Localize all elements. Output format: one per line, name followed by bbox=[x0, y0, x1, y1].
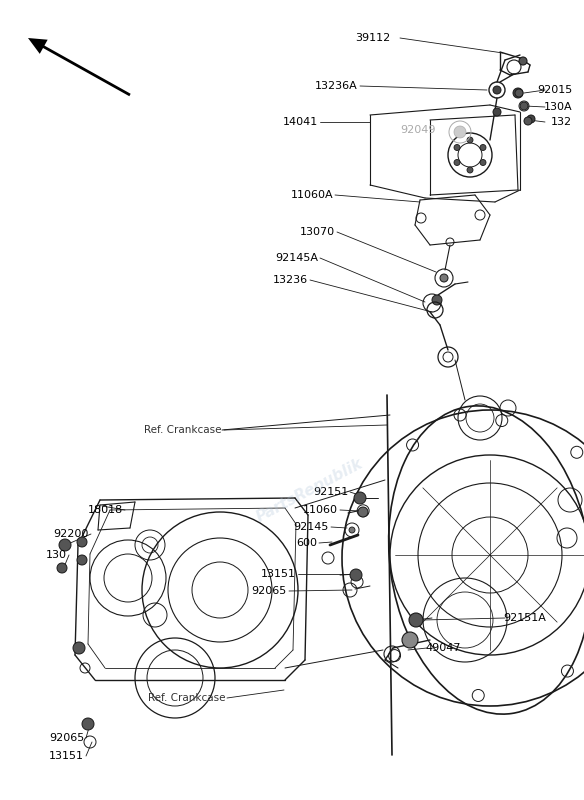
Circle shape bbox=[493, 86, 501, 94]
Text: 13070: 13070 bbox=[300, 227, 335, 237]
Circle shape bbox=[82, 718, 94, 730]
Text: 49047: 49047 bbox=[425, 643, 461, 653]
Circle shape bbox=[358, 507, 368, 517]
Text: 92151: 92151 bbox=[313, 487, 348, 497]
Polygon shape bbox=[28, 38, 48, 54]
Circle shape bbox=[527, 115, 535, 123]
Circle shape bbox=[480, 159, 486, 166]
Text: 92151A: 92151A bbox=[503, 613, 546, 623]
Circle shape bbox=[454, 159, 460, 166]
Circle shape bbox=[59, 539, 71, 551]
Text: 13151: 13151 bbox=[261, 569, 296, 579]
Text: 92049: 92049 bbox=[400, 125, 436, 135]
Text: 18018: 18018 bbox=[88, 505, 123, 515]
Circle shape bbox=[515, 89, 523, 97]
Text: 13236: 13236 bbox=[273, 275, 308, 285]
Circle shape bbox=[73, 642, 85, 654]
Circle shape bbox=[454, 145, 460, 150]
Circle shape bbox=[440, 274, 448, 282]
Circle shape bbox=[467, 167, 473, 173]
Text: 13151: 13151 bbox=[49, 751, 84, 761]
Text: 14041: 14041 bbox=[283, 117, 318, 127]
Circle shape bbox=[77, 537, 87, 547]
Circle shape bbox=[402, 632, 418, 648]
Circle shape bbox=[493, 108, 501, 116]
Text: 600: 600 bbox=[296, 538, 317, 548]
Text: 13236A: 13236A bbox=[315, 81, 358, 91]
Circle shape bbox=[519, 57, 527, 65]
Text: 92015: 92015 bbox=[537, 85, 572, 95]
Text: Ref. Crankcase: Ref. Crankcase bbox=[144, 425, 222, 435]
Text: 92145A: 92145A bbox=[275, 253, 318, 263]
Circle shape bbox=[354, 492, 366, 504]
Circle shape bbox=[513, 88, 523, 98]
Text: 92145: 92145 bbox=[294, 522, 329, 532]
Circle shape bbox=[349, 527, 355, 533]
Circle shape bbox=[467, 137, 473, 143]
Circle shape bbox=[432, 295, 442, 305]
Text: 132: 132 bbox=[551, 117, 572, 127]
Circle shape bbox=[520, 102, 528, 110]
Circle shape bbox=[57, 563, 67, 573]
Circle shape bbox=[409, 613, 423, 627]
Circle shape bbox=[350, 569, 362, 581]
Text: Ref. Crankcase: Ref. Crankcase bbox=[148, 693, 225, 703]
Text: 39112: 39112 bbox=[354, 33, 390, 43]
Circle shape bbox=[480, 145, 486, 150]
Text: 92065: 92065 bbox=[48, 733, 84, 743]
Circle shape bbox=[454, 126, 466, 138]
Text: 130A: 130A bbox=[543, 102, 572, 112]
Circle shape bbox=[77, 555, 87, 565]
Text: 92065: 92065 bbox=[252, 586, 287, 596]
Text: PartsRepublik: PartsRepublik bbox=[254, 455, 366, 525]
Text: 11060A: 11060A bbox=[290, 190, 333, 200]
Text: 92200: 92200 bbox=[54, 529, 89, 539]
Circle shape bbox=[524, 117, 532, 125]
Text: 11060: 11060 bbox=[303, 505, 338, 515]
Text: 130: 130 bbox=[46, 550, 67, 560]
